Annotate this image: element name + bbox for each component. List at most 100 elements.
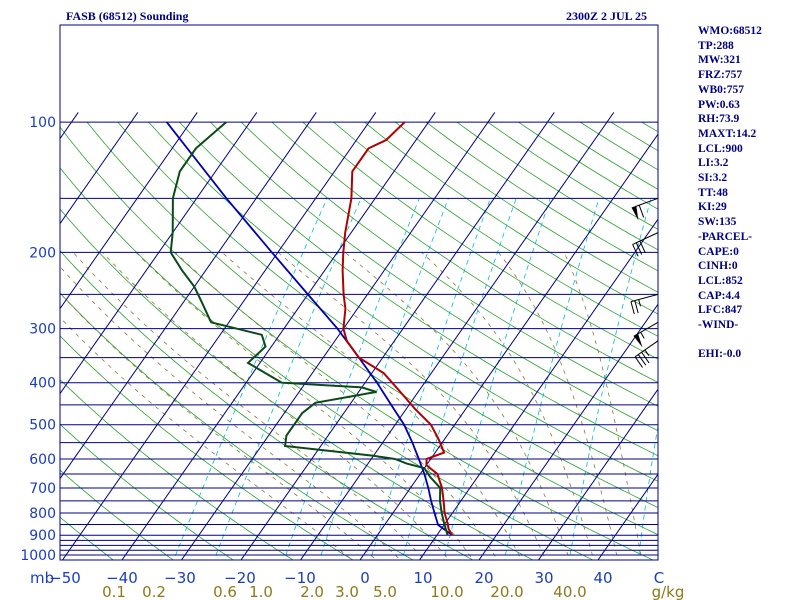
temperature-tick-label: 10: [413, 569, 432, 587]
isotherm: [61, 112, 377, 560]
isotherm: [359, 133, 658, 560]
temperature-trace: [341, 121, 454, 536]
mixing-ratio-tick-label: 1.0: [249, 583, 273, 600]
pressure-unit-label: mb: [30, 569, 54, 587]
isotherm: [121, 112, 436, 560]
mixing-ratio-tick-label: 0.1: [102, 583, 126, 600]
mixing-ratio-tick-label: 20.0: [490, 583, 523, 600]
wind-barb: [633, 321, 659, 348]
wind-barb-half-feather: [644, 349, 650, 356]
index-line: SW:135: [698, 216, 737, 229]
temperature-tick-label: 20: [474, 569, 493, 587]
dry-adiabat: [60, 469, 174, 560]
station-title: FASB (68512) Sounding: [66, 9, 188, 23]
mixing-ratio-tick-label: 0.6: [213, 583, 237, 600]
dry-adiabat: [60, 167, 594, 560]
wind-barb: [632, 232, 659, 257]
index-line: WB0:757: [698, 83, 744, 96]
wind-barb-staff: [631, 197, 659, 209]
dry-adiabat: [302, 121, 658, 360]
isotherm: [60, 112, 317, 480]
wind-barb-feather: [639, 240, 646, 254]
dry-adiabat: [117, 121, 658, 509]
dry-adiabat: [60, 423, 234, 560]
index-line: KI:29: [698, 201, 727, 214]
wind-barb-staff: [634, 340, 659, 358]
wind-barb-feather: [638, 205, 645, 218]
wind-barb-flag: [633, 333, 643, 348]
indices-panel: WMO:68512 TP:288 MW:321 FRZ:757 WB0:757 PW:0.…: [698, 24, 798, 362]
moist-adiabat: [277, 252, 547, 560]
parcel-trace: [165, 121, 453, 536]
dry-adiabat: [60, 208, 534, 560]
dry-adiabat: [333, 121, 658, 337]
wind-barb-feather: [632, 244, 639, 257]
pressure-tick-label: 100: [29, 115, 56, 131]
temperature-tick-label: −10: [284, 569, 316, 587]
temperature-tick-label: 40: [593, 569, 612, 587]
index-line: PW:0.63: [698, 98, 740, 111]
moist-adiabat: [344, 252, 571, 560]
index-line: FRZ:757: [698, 69, 743, 82]
dry-adiabat: [271, 121, 658, 383]
valid-time: 2300Z 2 JUL 25: [566, 9, 647, 23]
wind-barb-feather: [630, 301, 635, 315]
index-line: [698, 333, 798, 348]
isotherm: [478, 303, 658, 560]
temperature-tick-label: 0: [360, 569, 370, 587]
index-line: WMO:68512: [698, 25, 762, 37]
index-line: LCL:852: [698, 274, 743, 287]
index-line: EHI:-0.0: [698, 348, 742, 361]
pressure-tick-label: 700: [29, 481, 56, 497]
plot-frame: [59, 24, 659, 561]
isotherm: [60, 112, 198, 310]
moist-adiabat: [421, 252, 595, 560]
wind-barb: [634, 340, 659, 368]
index-line: RH:73.9: [698, 113, 740, 126]
temperature-tick-label: −50: [49, 569, 81, 587]
wind-barb-half-feather: [638, 299, 641, 307]
index-line: CAP:4.4: [698, 289, 740, 302]
wind-barb: [630, 293, 659, 315]
dry-adiabat: [60, 516, 114, 560]
index-line: LFC:847: [698, 304, 743, 317]
wind-barb-feather: [634, 356, 643, 368]
wind-barbs: [630, 197, 659, 368]
isotherm: [418, 218, 658, 560]
dry-adiabat: [60, 379, 294, 560]
pressure-tick-label: 900: [29, 528, 56, 544]
pressure-tick-label: 500: [29, 418, 56, 434]
isotherm: [0, 112, 19, 564]
temperature-tick-label: −20: [224, 569, 256, 587]
index-line: LI:3.2: [698, 157, 729, 170]
wind-barb-feather: [635, 242, 643, 255]
wind-barb-flag: [631, 206, 639, 221]
pressure-tick-label: 1000: [20, 548, 56, 564]
index-line: MW:321: [698, 54, 741, 67]
index-line: SI:3.2: [698, 172, 728, 185]
moist-adiabat: [498, 252, 619, 560]
isotherm: [597, 473, 658, 560]
wind-barb-staff: [632, 232, 659, 245]
wind-barb-half-feather: [640, 332, 645, 339]
temperature-tick-label: −30: [164, 569, 196, 587]
isotherm: [299, 112, 615, 560]
index-line: -WIND-: [698, 319, 739, 332]
pressure-tick-label: 200: [29, 245, 56, 261]
wind-barb-staff: [633, 321, 659, 337]
isotherm: [240, 112, 555, 560]
index-line: MAXT:14.2: [698, 127, 757, 140]
dry-adiabat: [60, 335, 354, 560]
dry-adiabat: [148, 121, 658, 482]
pressure-tick-label: 600: [29, 452, 56, 468]
profiles: [165, 121, 454, 536]
temperature-tick-label: −40: [106, 569, 138, 587]
plot-background: [60, 25, 658, 560]
wind-barb-feather: [641, 351, 650, 364]
temperature-tick-label: C: [654, 569, 664, 587]
moist-adiabat: [175, 252, 498, 560]
index-line: LCL:900: [698, 142, 743, 155]
dry-adiabat: [60, 250, 474, 560]
temperature-tick-label: 30: [534, 569, 553, 587]
